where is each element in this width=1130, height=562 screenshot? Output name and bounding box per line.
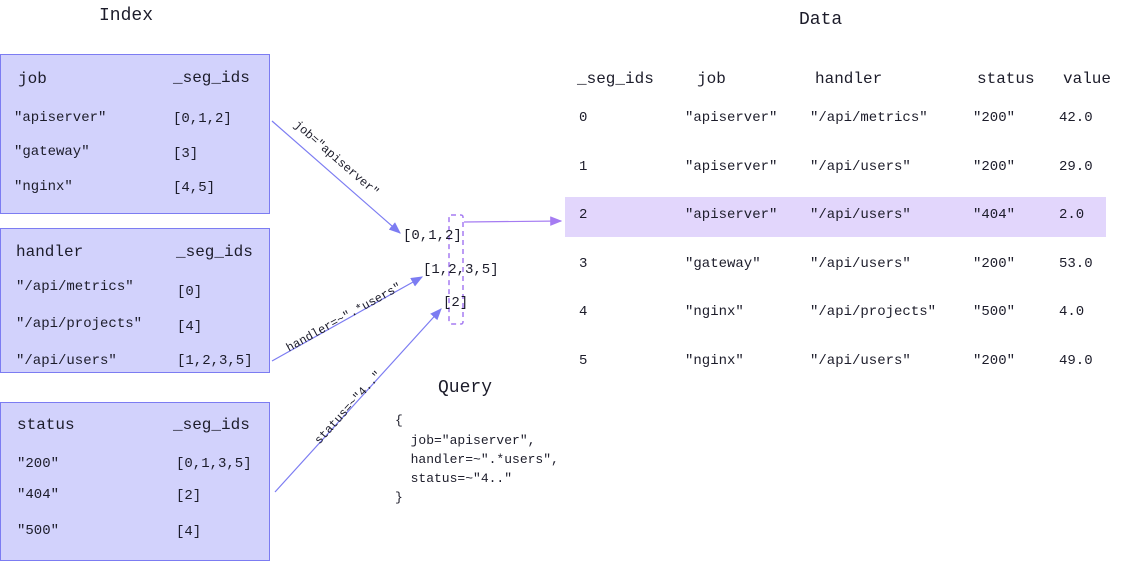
status-arrow: [274, 308, 442, 493]
cell-job: "apiserver": [685, 207, 778, 223]
cell-value: 53.0: [1059, 256, 1093, 272]
job-segids: [4,5]: [173, 180, 216, 196]
handler-value: "/api/metrics": [16, 279, 134, 295]
intersect-job: [0,1,2]: [403, 228, 462, 244]
cell-segids: 4: [579, 304, 588, 320]
cell-handler: "/api/users": [810, 159, 911, 175]
cell-handler: "/api/users": [810, 256, 911, 272]
index-title: Index: [99, 6, 154, 26]
cell-value: 42.0: [1059, 110, 1093, 126]
cell-job: "apiserver": [685, 159, 778, 175]
intersect-status: [2]: [443, 295, 469, 311]
cell-segids: 1: [579, 159, 588, 175]
job-value: "apiserver": [14, 110, 107, 126]
query-title: Query: [438, 378, 493, 398]
cell-status: "500": [973, 304, 1016, 320]
data-title: Data: [799, 10, 843, 30]
handler-segids: [0]: [177, 284, 203, 300]
query-line: {: [395, 413, 403, 428]
query-line: status=~"4..": [395, 471, 513, 486]
highlighted-row: [565, 197, 1106, 237]
handler-value: "/api/projects": [16, 316, 143, 332]
cell-segids: 2: [579, 207, 588, 223]
status-key-header: status: [17, 416, 75, 434]
cell-segids: 5: [579, 353, 588, 369]
handler-segids: [4]: [177, 319, 203, 335]
job-key-header: job: [18, 70, 47, 88]
status-index-box: [0, 402, 270, 561]
handler-value: "/api/users": [16, 353, 117, 369]
cell-segids: 3: [579, 256, 588, 272]
query-line: job="apiserver",: [395, 433, 536, 448]
header-job: job: [697, 70, 726, 88]
status-segids: [2]: [176, 488, 202, 504]
cell-status: "200": [973, 353, 1016, 369]
header-value: value: [1063, 70, 1112, 88]
cell-job: "gateway": [685, 256, 761, 272]
query-line: handler=~".*users",: [395, 452, 559, 467]
handler-segids: [1,2,3,5]: [177, 353, 253, 369]
cell-handler: "/api/users": [810, 207, 911, 223]
job-value: "gateway": [14, 144, 90, 160]
header-handler: handler: [815, 70, 883, 88]
job-value: "nginx": [14, 179, 73, 195]
cell-value: 4.0: [1059, 304, 1085, 320]
query-line: }: [395, 490, 403, 505]
job-segids: [3]: [173, 146, 199, 162]
cell-status: "200": [973, 159, 1016, 175]
status-segids-header: _seg_ids: [173, 416, 250, 434]
intersect-handler: [1,2,3,5]: [423, 262, 499, 278]
cell-segids: 0: [579, 110, 588, 126]
job-arrow: [271, 120, 401, 234]
cell-value: 2.0: [1059, 207, 1085, 223]
status-value: "200": [17, 456, 60, 472]
handler-segids-header: _seg_ids: [176, 243, 253, 261]
job-index-box: [0, 54, 270, 214]
result-arrow: [463, 216, 563, 226]
cell-status: "404": [973, 207, 1016, 223]
header-status: status: [977, 70, 1035, 88]
job-segids-header: _seg_ids: [173, 69, 250, 87]
cell-job: "apiserver": [685, 110, 778, 126]
status-value: "404": [17, 487, 60, 503]
cell-value: 49.0: [1059, 353, 1093, 369]
cell-value: 29.0: [1059, 159, 1093, 175]
handler-arrow: [271, 276, 424, 362]
cell-status: "200": [973, 256, 1016, 272]
header-segids: _seg_ids: [577, 70, 654, 88]
cell-handler: "/api/users": [810, 353, 911, 369]
intersection-dashed-box: [448, 214, 464, 325]
status-value: "500": [17, 523, 60, 539]
cell-handler: "/api/metrics": [810, 110, 928, 126]
job-segids: [0,1,2]: [173, 111, 232, 127]
cell-status: "200": [973, 110, 1016, 126]
status-segids: [4]: [176, 524, 202, 540]
cell-handler: "/api/projects": [810, 304, 937, 320]
status-segids: [0,1,3,5]: [176, 456, 252, 472]
cell-job: "nginx": [685, 304, 744, 320]
handler-key-header: handler: [16, 243, 84, 261]
cell-job: "nginx": [685, 353, 744, 369]
handler-index-box: [0, 228, 270, 373]
